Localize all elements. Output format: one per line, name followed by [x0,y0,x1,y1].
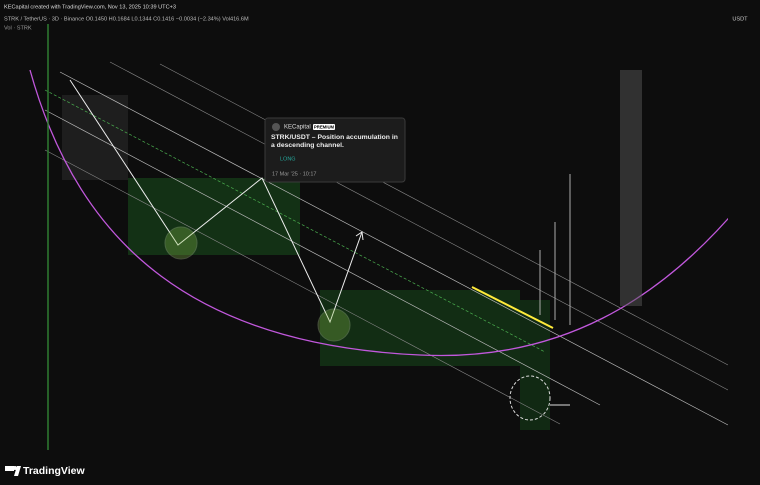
avatar [272,123,280,131]
channel-line [44,109,601,406]
logo-mark [14,466,21,476]
mid-line [44,89,546,353]
cup-curve [29,69,741,357]
channel-line [59,71,729,426]
arrow-head [355,231,364,241]
highlight-circle [509,375,551,421]
channel-line [44,149,561,425]
card [264,117,406,183]
path-arrow [69,79,363,324]
card-title-box: STRK/USDT – Position accumulation in a d… [271,134,398,149]
breakout-line [471,286,554,329]
badge-bg [313,124,335,130]
channel-line [109,61,729,391]
projection-bar [620,70,642,306]
card-author: KECapital [284,125,311,131]
credit: KECapital created with TradingView.com, … [4,4,176,10]
card-direction: LONG [280,156,296,162]
currency: USDT [732,16,748,22]
highlight-circle [317,308,351,342]
channel-line [159,63,729,366]
card-badge: PREMIUM [314,125,335,130]
symbol-line: STRK / TetherUS · 3D · Binance O0.1450 H… [4,16,249,22]
price-axis-bg [728,0,760,460]
drawings [29,24,741,450]
brand: TradingView [23,465,85,477]
logo-mark [13,466,17,470]
card-date: 17 Mar '25 · 10:17 [272,171,316,177]
shaded-zone [62,95,128,180]
card-title: STRK/USDT – Position accumulation in a d… [271,134,398,149]
logo-mark [5,466,14,471]
highlight-circle [164,226,198,260]
idea-card[interactable]: KECapital PREMIUM STRK/USDT – Position a… [264,117,406,183]
logo: TradingView [5,465,85,477]
volume-label: Vol · STRK [4,25,32,31]
